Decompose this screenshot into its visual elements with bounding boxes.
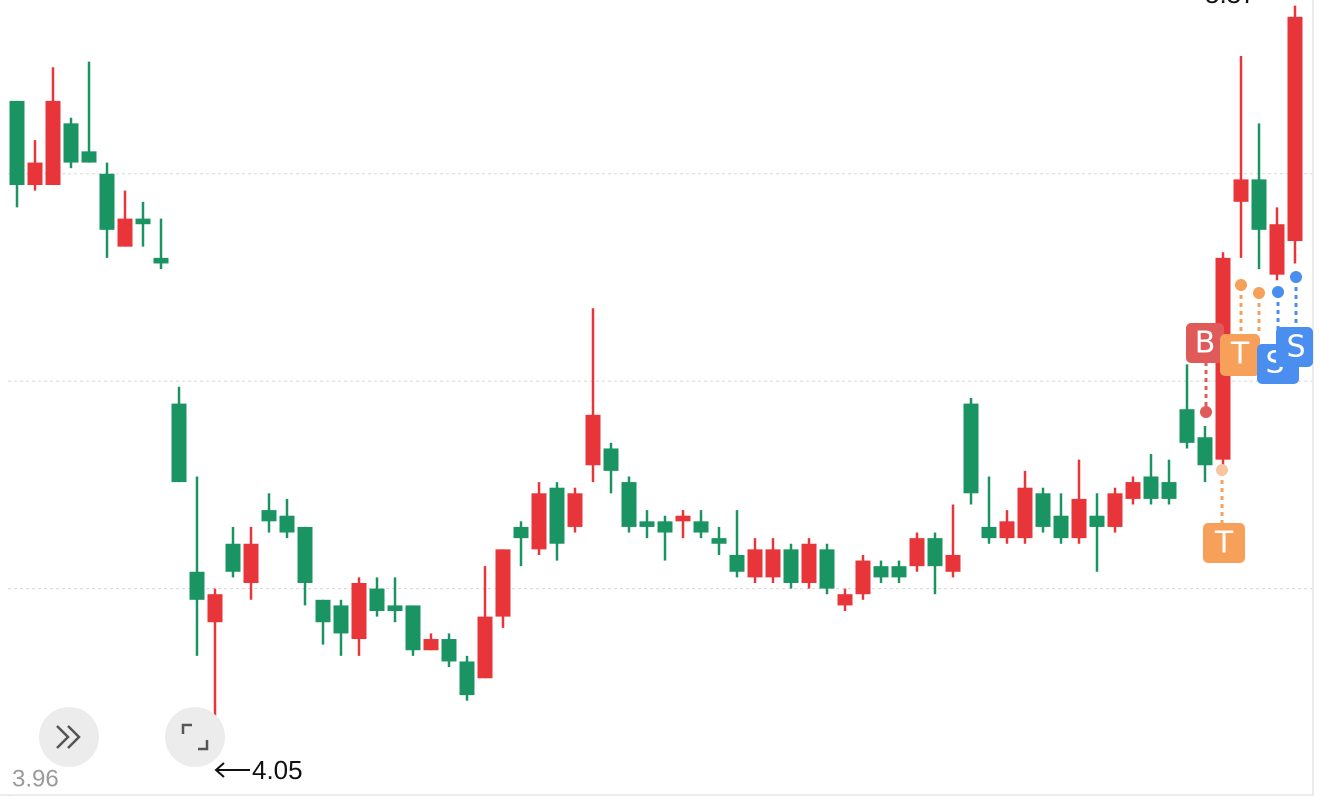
candle-body <box>135 218 151 225</box>
expand-button[interactable] <box>39 707 99 767</box>
candle-body <box>1053 515 1069 539</box>
candle-body <box>1197 437 1213 466</box>
candle-body <box>297 526 313 583</box>
candle-body <box>1125 482 1141 499</box>
candle-body <box>567 493 583 527</box>
y-tick-label: 3.96 <box>12 765 59 792</box>
candle-body <box>1269 224 1285 275</box>
candle-body <box>45 100 61 185</box>
grid <box>8 173 1312 796</box>
candle-body <box>459 661 475 696</box>
candle-body <box>63 123 79 163</box>
candle-body <box>837 594 853 606</box>
low-arrow-head <box>214 762 225 778</box>
candle-body <box>675 515 691 522</box>
candle-body <box>189 571 205 600</box>
button-icon <box>181 723 209 751</box>
signal-label: T <box>1230 337 1250 372</box>
candle-body <box>1089 515 1105 527</box>
signal-dot <box>1253 287 1265 299</box>
candle-body <box>729 554 745 572</box>
candle-body <box>1287 16 1303 242</box>
candle-body <box>405 605 421 651</box>
candle-body <box>621 482 637 527</box>
candle-body <box>279 515 295 533</box>
candle-body <box>9 100 25 185</box>
signal-dot <box>1200 406 1212 418</box>
candle-body <box>1179 409 1195 443</box>
signal-label: S <box>1286 330 1305 365</box>
candle-body <box>261 510 277 522</box>
candle-body <box>171 403 187 483</box>
candle-body <box>963 403 979 494</box>
candle-body <box>783 549 799 583</box>
candle-body <box>153 257 169 264</box>
candle-body <box>513 526 529 539</box>
candle-body <box>927 538 943 567</box>
candle-body <box>891 566 907 578</box>
signal-badge[interactable] <box>1186 323 1224 363</box>
candle-body <box>855 560 871 595</box>
signal-label: B <box>1195 326 1216 361</box>
candle-body <box>693 521 709 533</box>
candle-body <box>1071 498 1087 539</box>
candle-body <box>1035 493 1051 527</box>
candle-body <box>1017 487 1033 539</box>
candle-body <box>549 487 565 544</box>
candle-body <box>1251 179 1267 230</box>
candle-body <box>243 543 259 583</box>
candle-body <box>423 639 439 651</box>
signal-dot <box>1290 271 1302 283</box>
candle-body <box>945 554 961 572</box>
candle-body <box>999 521 1015 539</box>
candle-body <box>765 549 781 578</box>
candle-body <box>603 448 619 471</box>
candle-body <box>117 218 133 247</box>
candle-body <box>441 639 457 662</box>
candle-body <box>1233 179 1249 202</box>
signal-badge[interactable] <box>1276 327 1313 367</box>
signal-badge[interactable] <box>1203 523 1245 563</box>
candle-body <box>477 616 493 679</box>
candle-body <box>909 538 925 567</box>
candle-body <box>1143 476 1159 499</box>
signal-dot <box>1216 464 1228 476</box>
fullscreen-button[interactable] <box>165 707 225 767</box>
candle-body <box>657 521 673 533</box>
candle-body <box>1107 493 1123 527</box>
candle-body <box>801 543 817 583</box>
candle-body <box>99 173 115 230</box>
candles <box>9 5 1303 746</box>
button-icon <box>56 725 81 749</box>
high-annotation: 5.37 <box>1205 0 1256 9</box>
signal-label: T <box>1214 526 1234 561</box>
candle-body <box>369 588 385 612</box>
candle-body <box>27 162 43 185</box>
low-annotation: 4.05 <box>252 755 303 785</box>
candle-body <box>351 582 367 640</box>
candle-body <box>495 549 511 617</box>
candle-body <box>747 549 763 578</box>
candle-body <box>333 605 349 634</box>
candle-body <box>387 605 403 612</box>
candle-body <box>531 493 547 550</box>
candle-body <box>225 543 241 572</box>
candle-body <box>81 151 97 163</box>
candle-body <box>639 521 655 527</box>
candle-body <box>819 549 835 589</box>
candle-body <box>981 526 997 539</box>
candle-body <box>873 566 889 578</box>
signal-dot <box>1235 279 1247 291</box>
candle-body <box>1161 482 1177 499</box>
button-bg <box>165 707 225 767</box>
signal-markers: B T S S T <box>1186 271 1313 563</box>
candle-body <box>585 414 601 466</box>
signal-dot <box>1272 286 1284 298</box>
candle-body <box>315 599 331 623</box>
signal-badge[interactable] <box>1220 334 1260 376</box>
candle-body <box>711 538 727 544</box>
candle-body <box>207 594 223 623</box>
